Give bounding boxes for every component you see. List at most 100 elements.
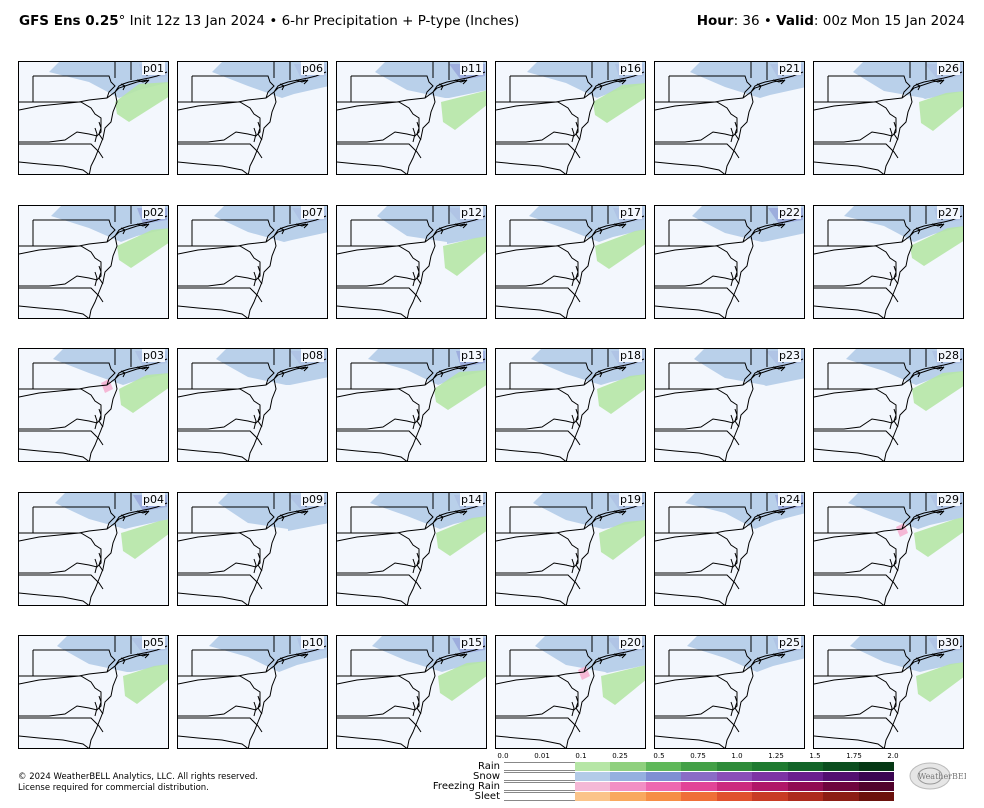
snow-area xyxy=(685,492,804,529)
snow-area xyxy=(694,349,804,386)
ensemble-panel-p25: p25 xyxy=(654,635,805,749)
member-label: p13 xyxy=(460,349,483,362)
bays xyxy=(412,79,468,143)
rain-area xyxy=(910,225,963,266)
snow-area xyxy=(690,62,804,98)
member-label: p16 xyxy=(619,62,642,75)
bays xyxy=(253,653,309,717)
ensemble-panel-grid: p01 p06 p11 p16 p21 p26 p02 p07 p12 p17 p22 p27 p03 p… xyxy=(18,61,967,749)
legend-swatch xyxy=(858,792,894,801)
bullet-separator: • xyxy=(269,13,278,29)
legend-color-bar xyxy=(504,772,894,781)
snow-area xyxy=(57,636,168,672)
legend-tick: 1.75 xyxy=(846,752,862,760)
member-label: p15 xyxy=(460,636,483,649)
ensemble-panel-p21: p21 xyxy=(654,61,805,175)
ensemble-panel-p10: p10 xyxy=(177,635,328,749)
bays xyxy=(253,366,309,430)
legend-swatch xyxy=(539,782,575,791)
snow-area xyxy=(850,636,963,672)
ensemble-panel-p06: p06 xyxy=(177,61,328,175)
legend-swatch xyxy=(681,782,717,791)
legend-swatch xyxy=(716,762,753,771)
legend-swatch xyxy=(645,782,682,791)
ensemble-panel-p27: p27 xyxy=(813,204,964,319)
valid-time: Hour: 36 • Valid: 00z Mon 15 Jan 2024 xyxy=(697,13,965,29)
legend-swatch xyxy=(787,792,824,801)
rain-area xyxy=(438,661,486,701)
member-label: p21 xyxy=(778,62,801,75)
ensemble-panel-p18: p18 xyxy=(495,348,646,462)
legend-swatch xyxy=(610,792,646,801)
legend-row-name: Rain xyxy=(478,761,500,772)
member-label: p10 xyxy=(301,636,324,649)
snow-area xyxy=(218,492,327,531)
rain-area xyxy=(123,664,168,704)
copyright-line-1: © 2024 WeatherBELL Analytics, LLC. All r… xyxy=(18,772,258,782)
member-label: p01 xyxy=(142,62,165,75)
legend-swatch xyxy=(823,762,859,771)
legend-swatch xyxy=(681,792,717,801)
legend-swatch xyxy=(858,782,894,791)
legend-swatch xyxy=(752,772,788,781)
legend-swatch xyxy=(823,792,859,801)
legend-swatch xyxy=(539,792,575,801)
bays xyxy=(889,366,945,430)
legend-tick: 0.75 xyxy=(690,752,706,760)
rain-area xyxy=(912,371,963,411)
hour-value: : 36 xyxy=(733,13,760,29)
degree-symbol: ° xyxy=(118,13,126,29)
snow-area xyxy=(844,205,963,242)
bays xyxy=(412,366,468,430)
member-label: p12 xyxy=(460,205,483,219)
ensemble-panel-p22: p22 xyxy=(654,204,805,319)
legend-swatch xyxy=(504,782,540,791)
member-label: p05 xyxy=(142,636,165,649)
bays xyxy=(94,223,150,286)
legend-swatch xyxy=(787,772,824,781)
snow-area xyxy=(377,205,486,244)
bays xyxy=(571,510,627,573)
bays xyxy=(94,366,150,430)
member-label: p03 xyxy=(142,349,165,362)
ensemble-panel-p16: p16 xyxy=(495,61,646,175)
model-name: GFS Ens 0.25 xyxy=(19,13,119,29)
legend-swatch xyxy=(645,772,682,781)
legend-swatch xyxy=(823,782,859,791)
legend-swatch xyxy=(787,762,824,771)
rain-area xyxy=(443,235,486,276)
legend-swatch xyxy=(716,772,753,781)
chart-title: GFS Ens 0.25° Init 12z 13 Jan 2024 • 6-h… xyxy=(19,13,519,29)
legend-color-bar xyxy=(504,762,894,771)
bays xyxy=(94,653,150,717)
member-label: p17 xyxy=(619,205,642,219)
rain-area xyxy=(919,91,963,131)
legend-swatch xyxy=(752,762,788,771)
legend-swatch xyxy=(681,762,717,771)
legend-tick: 2.0 xyxy=(887,752,899,760)
legend-row-name: Freezing Rain xyxy=(432,781,500,792)
snow-area xyxy=(209,636,327,672)
legend-swatch xyxy=(610,772,646,781)
ensemble-panel-p29: p29 xyxy=(813,491,964,606)
freezing-rain-area xyxy=(101,379,113,393)
legend-swatch xyxy=(645,762,682,771)
valid-value: : 00z Mon 15 Jan 2024 xyxy=(813,13,965,29)
legend-swatch xyxy=(574,782,611,791)
legend-tick: 1.25 xyxy=(768,752,784,760)
legend-swatch xyxy=(610,782,646,791)
legend-tick: 0.25 xyxy=(612,752,628,760)
legend-color-bar xyxy=(504,792,894,801)
rain-area xyxy=(434,370,486,410)
bays xyxy=(889,79,945,143)
bays xyxy=(730,653,786,717)
valid-label: Valid xyxy=(776,13,814,29)
bays xyxy=(94,79,150,143)
bays xyxy=(889,223,945,286)
weatherbell-logo: WeatherBELL xyxy=(909,762,966,790)
ptype-legend: 0.0 0.01 0.1 0.25 0.5 0.75 1.0 1.25 1.5 1.75 2.0 R… xyxy=(433,752,900,804)
rain-area xyxy=(916,662,963,702)
ensemble-panel-p08: p08 xyxy=(177,348,328,462)
copyright-notice: © 2024 WeatherBELL Analytics, LLC. All r… xyxy=(18,772,258,794)
ensemble-panel-p19: p19 xyxy=(495,491,646,606)
